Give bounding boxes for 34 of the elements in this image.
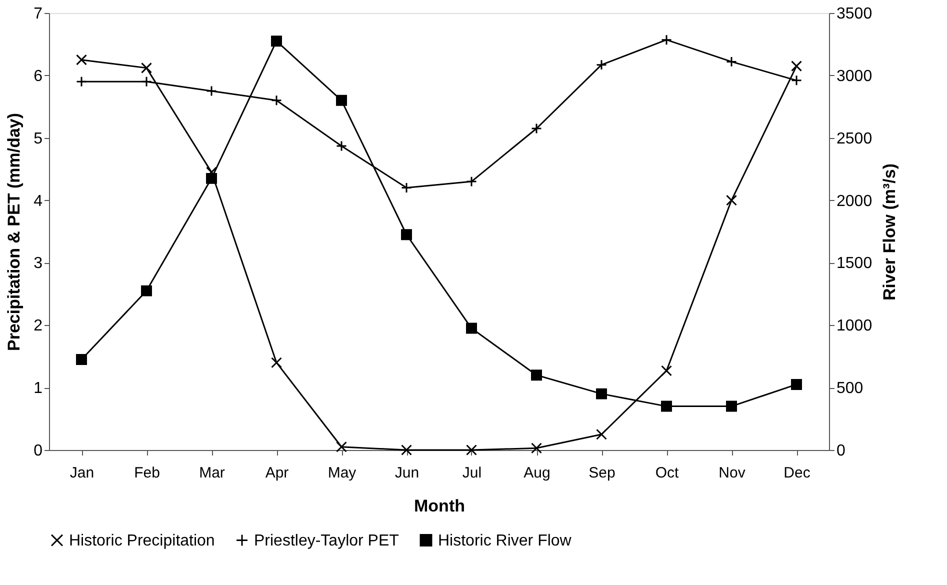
legend-label: Historic River Flow: [438, 532, 572, 550]
y2-axis-title: River Flow (m³/s): [880, 164, 900, 300]
x-tick-label: Aug: [524, 464, 550, 482]
y-tick-label: 7: [34, 6, 43, 22]
x-tick-label: Jan: [70, 464, 94, 482]
x-tick-label: Feb: [134, 464, 160, 482]
y-axis-title: Precipitation & PET (mm/day): [4, 112, 24, 352]
y2-tick-label: 3000: [836, 68, 872, 85]
x-tick-label: May: [328, 464, 357, 482]
y2-tick-label: 1000: [836, 318, 872, 335]
x-tick-label: Sep: [588, 464, 616, 482]
y2-tick-label: 1500: [836, 255, 872, 272]
x-tick-label: Nov: [718, 464, 746, 482]
y-tick-label: 6: [34, 68, 43, 85]
x-tick-label: Oct: [655, 464, 680, 482]
x-tick-label: Jul: [462, 464, 482, 482]
legend-label: Priestley-Taylor PET: [254, 532, 400, 550]
x-tick-label: Apr: [265, 464, 289, 482]
y-tick-label: 4: [34, 192, 43, 210]
x-axis-title: Month: [414, 496, 465, 516]
y2-tick-label: 2500: [836, 130, 872, 148]
x-tick-label: Mar: [199, 464, 225, 482]
y-tick-label: 3: [34, 255, 43, 272]
y2-tick-label: 500: [836, 380, 864, 398]
y2-tick-label: 0: [836, 442, 846, 460]
y-tick-label: 1: [34, 380, 43, 398]
y2-tick-label: 3500: [836, 6, 872, 22]
x-tick-label: Jun: [394, 464, 420, 482]
y-tick-label: 2: [34, 318, 43, 335]
legend-label: Historic Precipitation: [69, 532, 215, 550]
x-tick-label: Dec: [784, 464, 811, 482]
y2-tick-label: 2000: [836, 192, 872, 210]
y-tick-label: 0: [34, 442, 43, 460]
y-tick-label: 5: [34, 130, 43, 148]
